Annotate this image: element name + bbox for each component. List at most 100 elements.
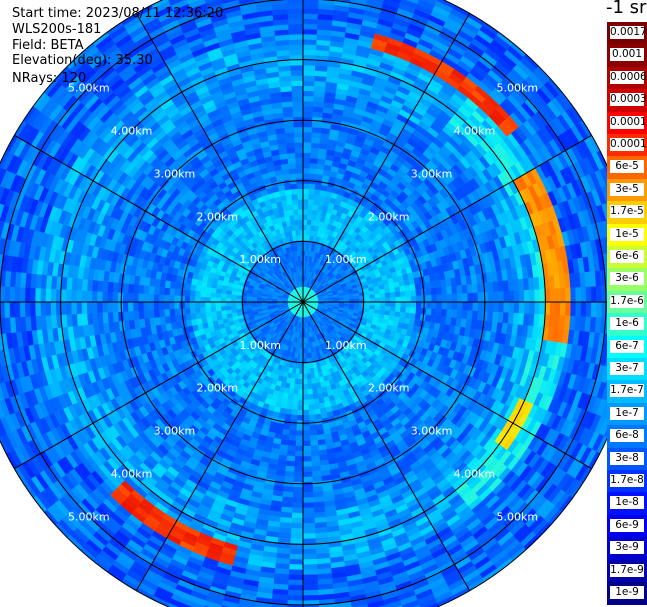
- range-gate-cell: [390, 301, 396, 308]
- range-gate-cell: [302, 8, 319, 15]
- range-gate-cell: [529, 301, 536, 315]
- range-gate-cell: [309, 367, 315, 374]
- range-gate-cell: [302, 528, 316, 535]
- range-gate-cell: [466, 310, 474, 321]
- range-gate-cell: [575, 287, 582, 303]
- range-gate-cell: [482, 301, 489, 312]
- range-gate-cell: [292, 497, 304, 504]
- range-gate-cell: [290, 528, 304, 535]
- range-gate-cell: [435, 287, 443, 296]
- range-gate-cell: [302, 188, 310, 195]
- range-gate-cell: [467, 292, 474, 303]
- range-gate-cell: [302, 167, 311, 174]
- range-gate-cell: [302, 425, 310, 432]
- range-gate-cell: [302, 497, 314, 504]
- range-gate-cell: [302, 13, 319, 20]
- range-gate-cell: [302, 394, 309, 401]
- range-gate-cell: [364, 298, 371, 303]
- range-gate-cell: [415, 289, 422, 297]
- range-gate-cell: [312, 491, 324, 498]
- range-gate-cell: [471, 283, 479, 294]
- range-gate-cell: [302, 574, 318, 581]
- range-gate-cell: [290, 522, 304, 529]
- range-gate-cell: [302, 18, 319, 25]
- range-gate-cell: [286, 455, 296, 462]
- range-gate-cell: [314, 183, 322, 191]
- range-gate-cell: [374, 301, 381, 307]
- range-gate-cell: [302, 183, 310, 190]
- range-gate-cell: [294, 461, 304, 468]
- range-gate-cell: [302, 553, 317, 560]
- range-gate-cell: [296, 414, 304, 421]
- range-gate-cell: [302, 2, 319, 10]
- range-gate-cell: [281, 496, 294, 503]
- range-gate-cell: [368, 290, 375, 296]
- range-gate-cell: [318, 0, 335, 6]
- range-gate-cell: [302, 517, 315, 524]
- range-gate-cell: [457, 301, 463, 311]
- range-gate-cell: [285, 408, 292, 415]
- range-gate-cell: [534, 289, 541, 303]
- range-gate-cell: [503, 301, 510, 314]
- range-gate-cell: [399, 285, 406, 293]
- range-gate-cell: [311, 475, 323, 483]
- range-gate-cell: [472, 301, 479, 312]
- range-gate-cell: [312, 486, 324, 493]
- range-gate-cell: [293, 476, 304, 483]
- range-gate-cell: [389, 306, 396, 312]
- range-gate-cell: [302, 111, 314, 118]
- range-gate-cell: [307, 214, 313, 221]
- range-gate-cell: [302, 476, 313, 483]
- range-gate-cell: [309, 424, 317, 431]
- range-gate-cell: [513, 301, 520, 314]
- range-gate-cell: [306, 373, 312, 380]
- range-gate-cell: [302, 579, 319, 586]
- range-gate-cell: [291, 502, 304, 509]
- range-gate-cell: [287, 445, 296, 452]
- range-gate-cell: [451, 309, 458, 319]
- range-gate-cell: [288, 574, 304, 581]
- range-gate-cell: [487, 301, 494, 313]
- range-gate-cell: [308, 188, 316, 195]
- range-gate-cell: [286, 450, 296, 457]
- range-gate-cell: [302, 172, 310, 179]
- range-gate-cell: [426, 301, 433, 309]
- range-gate-cell: [353, 295, 360, 300]
- range-gate-cell: [302, 142, 312, 148]
- range-gate-cell: [286, 398, 294, 405]
- range-gate-cell: [302, 404, 309, 411]
- range-gate-cell: [302, 564, 318, 571]
- range-gate-cell: [302, 116, 313, 123]
- range-gate-cell: [585, 301, 592, 318]
- range-gate-cell: [298, 368, 304, 375]
- range-gate-cell: [310, 142, 320, 149]
- range-gate-cell: [305, 352, 310, 359]
- range-gate-cell: [302, 193, 309, 200]
- range-gate-cell: [302, 430, 311, 437]
- range-gate-cell: [539, 301, 546, 315]
- range-gate-cell: [498, 291, 505, 303]
- range-gate-cell: [471, 310, 479, 321]
- range-gate-cell: [289, 558, 304, 565]
- range-gate-cell: [289, 548, 304, 555]
- range-gate-cell: [307, 204, 314, 211]
- range-gate-cell: [309, 168, 318, 175]
- range-gate-cell: [293, 388, 299, 395]
- range-gate-cell: [312, 199, 320, 206]
- range-gate-cell: [290, 414, 298, 421]
- range-gate-cell: [293, 481, 304, 488]
- range-gate-cell: [436, 294, 443, 303]
- range-gate-cell: [280, 511, 293, 519]
- range-gate-cell: [374, 293, 381, 299]
- range-gate-cell: [302, 121, 313, 128]
- range-gate-cell: [302, 126, 313, 133]
- range-gate-cell: [297, 389, 304, 395]
- range-gate-cell: [379, 301, 386, 307]
- range-gate-cell: [476, 310, 484, 322]
- range-gate-cell: [431, 301, 438, 310]
- range-gate-cell: [441, 309, 448, 318]
- range-gate-cell: [570, 287, 577, 303]
- range-gate-cell: [590, 286, 597, 303]
- range-gate-cell: [430, 308, 437, 317]
- range-gate-cell: [296, 425, 304, 432]
